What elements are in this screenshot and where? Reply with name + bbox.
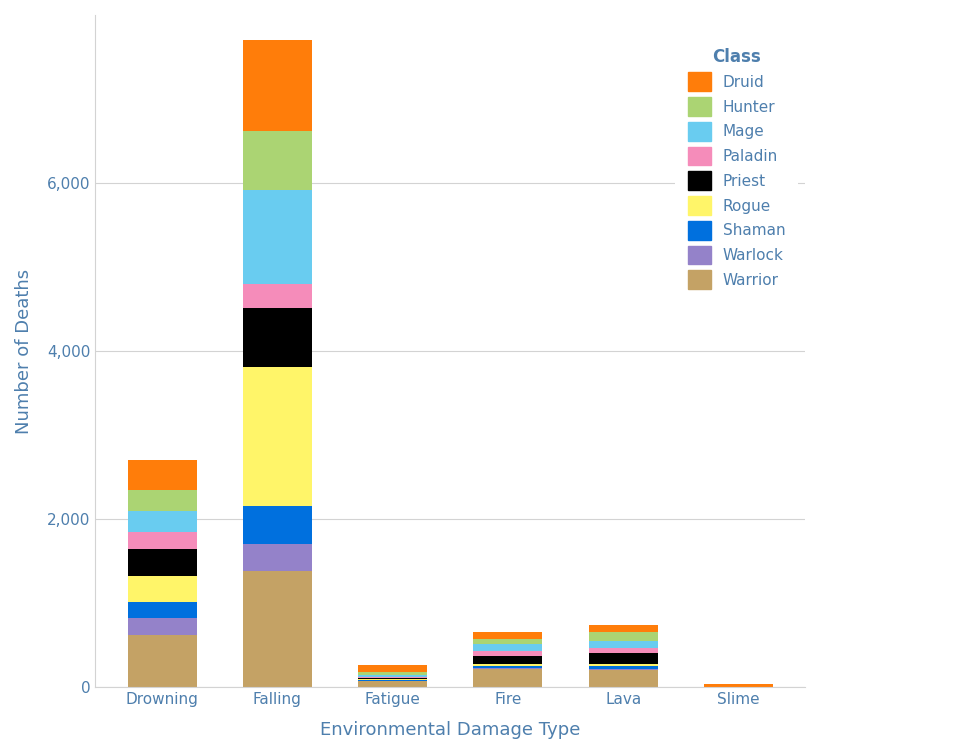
Bar (358, 673, 427, 675)
Bar (243, 572, 312, 687)
Bar (127, 532, 197, 549)
Bar (127, 635, 197, 687)
Bar (127, 576, 197, 602)
Bar (358, 682, 427, 687)
Bar (589, 653, 658, 664)
Bar (243, 544, 312, 572)
Bar (473, 644, 542, 651)
Bar (589, 626, 658, 632)
Legend: Druid, Hunter, Mage, Paladin, Priest, Rogue, Shaman, Warlock, Warrior: Druid, Hunter, Mage, Paladin, Priest, Ro… (676, 36, 798, 302)
Bar (473, 664, 542, 667)
Bar (589, 669, 658, 670)
Bar (473, 669, 542, 687)
Bar (589, 632, 658, 642)
Bar (589, 664, 658, 666)
Bar (589, 670, 658, 687)
Bar (243, 131, 312, 190)
Bar (358, 677, 427, 678)
Bar (473, 632, 542, 639)
Bar (358, 675, 427, 677)
Bar (127, 549, 197, 576)
Bar (243, 190, 312, 284)
Bar (358, 678, 427, 679)
Bar (589, 666, 658, 669)
Bar (473, 639, 542, 644)
Bar (127, 510, 197, 532)
Bar (358, 665, 427, 673)
Bar (243, 367, 312, 506)
Bar (589, 642, 658, 648)
Bar (473, 667, 542, 669)
Bar (473, 651, 542, 656)
Bar (703, 684, 773, 687)
Bar (127, 602, 197, 618)
Bar (473, 656, 542, 664)
Bar (127, 490, 197, 510)
Bar (243, 40, 312, 131)
Bar (243, 284, 312, 308)
Bar (589, 648, 658, 653)
Bar (127, 618, 197, 635)
Bar (243, 506, 312, 544)
Bar (243, 308, 312, 367)
Y-axis label: Number of Deaths: Number of Deaths (15, 268, 33, 434)
X-axis label: Environmental Damage Type: Environmental Damage Type (320, 721, 580, 739)
Bar (127, 461, 197, 490)
